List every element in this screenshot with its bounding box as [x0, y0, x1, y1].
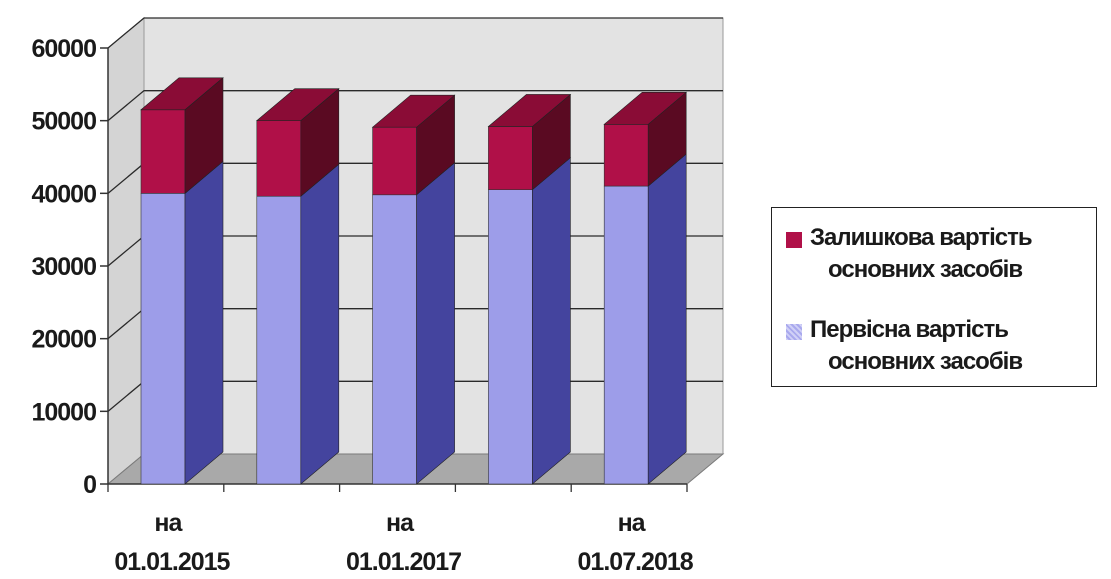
bar-residual-top [487, 94, 572, 127]
bar-initial-side [532, 157, 571, 485]
bar-residual-top [255, 88, 340, 121]
bar-initial-side [184, 160, 224, 485]
legend-item-residual: Залишкова вартість основних засобів [786, 222, 1033, 286]
legend-swatch-initial [786, 324, 802, 340]
bar-residual-front [488, 126, 533, 191]
gridline [107, 17, 723, 49]
bar-initial-side [647, 153, 687, 485]
y-tick-label: 0 [83, 471, 96, 499]
bar-initial-front [140, 193, 186, 485]
y-tick-label: 50000 [31, 108, 96, 136]
bar-initial-front [256, 195, 302, 485]
y-tick-label: 10000 [31, 398, 96, 426]
bar-initial-side [300, 163, 340, 485]
x-category-labels: на 01.01.2015 на 01.01.2017 на 01.07.2018 [114, 509, 694, 576]
legend-swatch-residual [786, 232, 802, 248]
bar-residual-front [603, 124, 649, 187]
legend-item-initial: Первісна вартість основних засобів [786, 314, 1023, 378]
bar-initial-front [488, 189, 533, 485]
legend-label-residual-line1: Залишкова вартість [810, 224, 1033, 251]
bar-residual-front [140, 109, 186, 194]
legend-label-initial-line1: Первісна вартість [810, 316, 1009, 343]
bar-initial-front [603, 185, 649, 485]
x-category-label-line1: на [618, 509, 647, 537]
bar-residual-front [256, 120, 302, 197]
y-tick-label: 40000 [31, 180, 96, 208]
legend-label-residual-line2: основних засобів [828, 256, 1023, 283]
gridline [107, 90, 723, 122]
y-axis [100, 47, 109, 485]
bar-residual-top [603, 92, 688, 125]
bar-initial-front [372, 194, 417, 485]
bar-residual-front [372, 126, 417, 196]
bar-initial-side [416, 162, 455, 485]
bars [140, 77, 688, 485]
bar-residual-top [371, 94, 456, 128]
x-category-label-line1: на [386, 509, 415, 537]
legend-label-initial-line2: основних засобів [828, 348, 1023, 375]
legend: Залишкова вартість основних засобів Перв… [771, 207, 1097, 387]
x-category-label-line2: 01.01.2017 [346, 548, 461, 576]
x-category-label-line2: 01.07.2018 [578, 548, 694, 576]
bar-residual-top [140, 77, 224, 111]
y-tick-label: 30000 [31, 253, 96, 281]
x-category-label-line2: 01.01.2015 [114, 548, 230, 576]
y-tick-label: 60000 [31, 35, 96, 63]
y-tick-label: 20000 [31, 326, 96, 354]
y-tick-labels: 0 10000 20000 30000 40000 50000 60000 [31, 35, 97, 499]
x-category-label-line1: на [154, 509, 183, 537]
